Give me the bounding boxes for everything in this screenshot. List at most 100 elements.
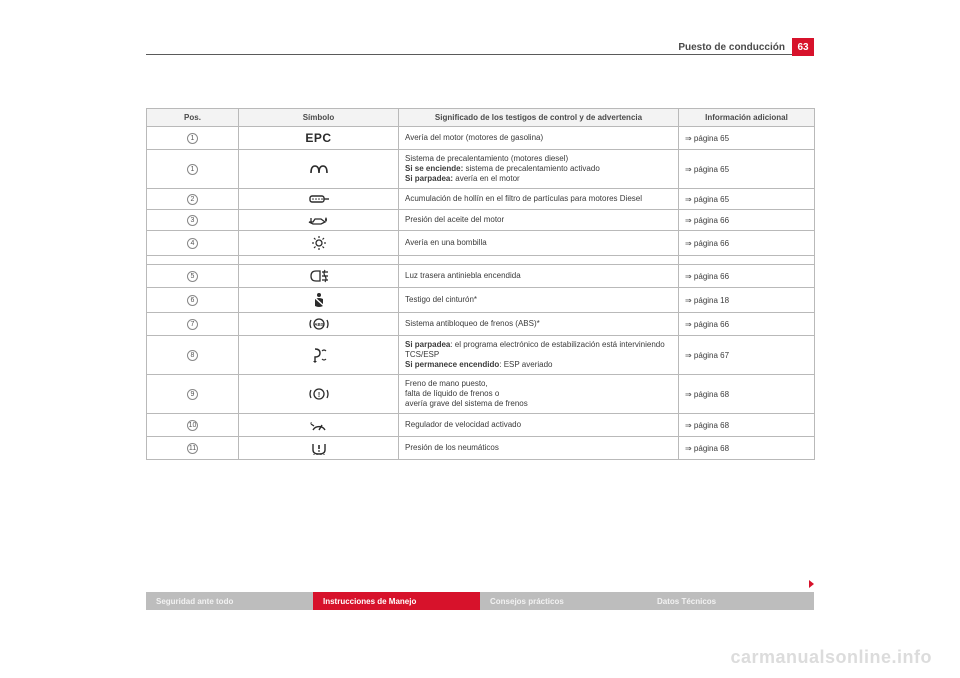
cell-significado: Sistema de precalentamiento (motores die… <box>399 150 679 189</box>
cell-symbol: ABS <box>239 313 399 336</box>
cell-pos: 6 <box>147 288 239 313</box>
pos-marker: 10 <box>187 420 198 431</box>
cell-info: ⇒ página 65 <box>679 150 815 189</box>
bulb-icon <box>245 235 392 251</box>
pos-marker: 8 <box>187 350 198 361</box>
th-symbol: Símbolo <box>239 109 399 127</box>
cell-significado: Testigo del cinturón* <box>399 288 679 313</box>
svg-text:!: ! <box>317 392 319 399</box>
table-row: 4 Avería en una bombilla⇒ página 66 <box>147 231 815 256</box>
th-info: Información adicional <box>679 109 815 127</box>
cell-info: ⇒ página 65 <box>679 127 815 150</box>
header-title: Puesto de conducción <box>678 42 785 53</box>
table-row: 5 Luz trasera antiniebla encendida⇒ págin… <box>147 265 815 288</box>
pos-marker: 6 <box>187 295 198 306</box>
cell-info: ⇒ página 66 <box>679 231 815 256</box>
cell-info <box>679 256 815 265</box>
cell-pos: 1 <box>147 127 239 150</box>
header-rule <box>146 54 814 55</box>
cell-significado: Freno de mano puesto,falta de líquido de… <box>399 375 679 414</box>
page-number: 63 <box>792 38 814 56</box>
table-row: 11Presión de los neumáticos⇒ página 68 <box>147 437 815 460</box>
cell-info: ⇒ página 68 <box>679 375 815 414</box>
rearfog-icon <box>245 269 392 283</box>
cell-symbol <box>239 150 399 189</box>
esp-icon <box>245 347 392 363</box>
belt-icon <box>245 292 392 308</box>
pos-marker: 2 <box>187 194 198 205</box>
table-row <box>147 256 815 265</box>
cell-significado: Presión del aceite del motor <box>399 210 679 231</box>
cell-symbol <box>239 414 399 437</box>
cell-pos: 1 <box>147 150 239 189</box>
cell-pos: 9 <box>147 375 239 414</box>
table-row: 9! Freno de mano puesto,falta de líquido … <box>147 375 815 414</box>
cell-significado: Regulador de velocidad activado <box>399 414 679 437</box>
dpf-icon <box>245 193 392 205</box>
cell-significado: Avería del motor (motores de gasolina) <box>399 127 679 150</box>
cell-symbol <box>239 265 399 288</box>
cruise-icon <box>245 418 392 432</box>
table-row: 7 ABS Sistema antibloqueo de frenos (ABS)*… <box>147 313 815 336</box>
pos-marker: 5 <box>187 271 198 282</box>
table-row: 3 Presión del aceite del motor⇒ página 66 <box>147 210 815 231</box>
cell-significado: Sistema antibloqueo de frenos (ABS)* <box>399 313 679 336</box>
cell-symbol <box>239 256 399 265</box>
tab-datos: Datos Técnicos <box>647 592 814 610</box>
table-header-row: Pos. Símbolo Significado de los testigos… <box>147 109 815 127</box>
th-pos: Pos. <box>147 109 239 127</box>
cell-pos: 7 <box>147 313 239 336</box>
warning-lights-table: Pos. Símbolo Significado de los testigos… <box>146 108 815 460</box>
cell-pos: 3 <box>147 210 239 231</box>
abs-icon: ABS <box>245 317 392 331</box>
oil-icon <box>245 214 392 226</box>
table-row: 10 Regulador de velocidad activado⇒ págin… <box>147 414 815 437</box>
cell-symbol <box>239 210 399 231</box>
page: Puesto de conducción 63 Pos. Símbolo Sig… <box>0 0 960 678</box>
tab-consejos: Consejos prácticos <box>480 592 647 610</box>
continue-arrow-icon <box>809 580 814 588</box>
cell-significado <box>399 256 679 265</box>
epc-icon: EPC <box>305 131 331 145</box>
pos-marker: 11 <box>187 443 198 454</box>
brake-icon: ! <box>245 387 392 401</box>
cell-pos <box>147 256 239 265</box>
cell-pos: 8 <box>147 336 239 375</box>
cell-symbol: ! <box>239 375 399 414</box>
pos-marker: 1 <box>187 133 198 144</box>
cell-significado: Acumulación de hollín en el filtro de pa… <box>399 189 679 210</box>
footer-tabs: Seguridad ante todo Instrucciones de Man… <box>146 592 814 610</box>
pos-marker: 1 <box>187 164 198 175</box>
cell-significado: Luz trasera antiniebla encendida <box>399 265 679 288</box>
cell-info: ⇒ página 66 <box>679 265 815 288</box>
tab-instrucciones: Instrucciones de Manejo <box>313 592 480 610</box>
pos-marker: 4 <box>187 238 198 249</box>
cell-info: ⇒ página 67 <box>679 336 815 375</box>
cell-symbol: EPC <box>239 127 399 150</box>
cell-info: ⇒ página 65 <box>679 189 815 210</box>
cell-info: ⇒ página 66 <box>679 313 815 336</box>
cell-pos: 11 <box>147 437 239 460</box>
svg-text:ABS: ABS <box>314 322 324 327</box>
cell-symbol <box>239 437 399 460</box>
pos-marker: 9 <box>187 389 198 400</box>
tpms-icon <box>245 441 392 455</box>
table-row: 1 EPC Avería del motor (motores de gasolin… <box>147 127 815 150</box>
cell-info: ⇒ página 66 <box>679 210 815 231</box>
cell-pos: 4 <box>147 231 239 256</box>
tab-seguridad: Seguridad ante todo <box>146 592 313 610</box>
pos-marker: 3 <box>187 215 198 226</box>
cell-pos: 10 <box>147 414 239 437</box>
glow-icon <box>245 163 392 175</box>
table-row: 1 Sistema de precalentamiento (motores di… <box>147 150 815 189</box>
cell-significado: Avería en una bombilla <box>399 231 679 256</box>
cell-info: ⇒ página 68 <box>679 414 815 437</box>
watermark: carmanualsonline.info <box>730 647 932 668</box>
cell-significado: Presión de los neumáticos <box>399 437 679 460</box>
cell-symbol <box>239 336 399 375</box>
th-sig: Significado de los testigos de control y… <box>399 109 679 127</box>
cell-symbol <box>239 231 399 256</box>
table-row: 8Si parpadea: el programa electrónico de… <box>147 336 815 375</box>
table-row: 6Testigo del cinturón*⇒ página 18 <box>147 288 815 313</box>
cell-symbol <box>239 288 399 313</box>
